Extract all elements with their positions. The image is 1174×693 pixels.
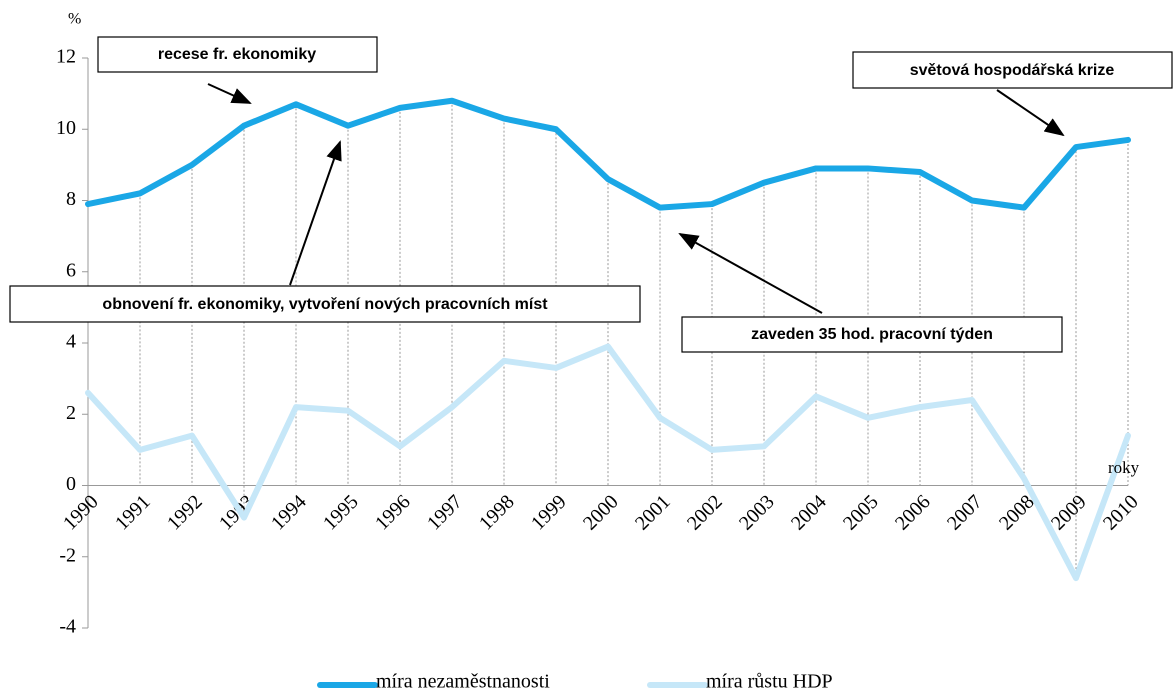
arrow bbox=[207, 83, 252, 104]
annotation-box bbox=[681, 316, 1063, 353]
legend-label: míra růstu HDP bbox=[706, 671, 833, 693]
x-tick-label: 1998 bbox=[475, 491, 519, 535]
y-tick-label: -4 bbox=[59, 616, 76, 638]
x-tick-label: 2001 bbox=[631, 491, 675, 535]
x-tick-label: 2005 bbox=[839, 491, 883, 535]
x-tick-label: 2000 bbox=[579, 491, 623, 535]
series-line bbox=[85, 97, 1131, 211]
x-tick-label: 1997 bbox=[423, 491, 467, 535]
x-tick-label: 1996 bbox=[371, 491, 415, 535]
annotation-box bbox=[97, 36, 378, 73]
annotation: obnovení fr. ekonomiky, vytvoření nových… bbox=[102, 296, 548, 313]
x-tick-label: 1999 bbox=[527, 491, 571, 535]
x-axis-label: roky bbox=[1108, 458, 1140, 477]
x-tick-label: 1995 bbox=[319, 491, 363, 535]
annotations: recese fr. ekonomiky obnovení fr. ekonom… bbox=[9, 36, 1173, 353]
x-tick-label: 1990 bbox=[59, 491, 103, 535]
y-tick-label: 8 bbox=[66, 188, 76, 210]
arrow bbox=[678, 233, 823, 314]
x-tick-label: 1994 bbox=[267, 491, 311, 535]
x-tick-label: 2007 bbox=[943, 491, 987, 535]
y-tick-label: 12 bbox=[56, 46, 76, 68]
y-tick-label: 10 bbox=[56, 117, 76, 139]
annotation-box bbox=[9, 285, 641, 323]
y-unit: % bbox=[68, 11, 81, 28]
arrow bbox=[289, 140, 342, 286]
x-tick-label: 2006 bbox=[891, 491, 935, 535]
x-tick-label: 2009 bbox=[1047, 491, 1091, 535]
arrow bbox=[996, 89, 1065, 137]
annotation-box bbox=[852, 51, 1173, 89]
annotation: zaveden 35 hod. pracovní týden bbox=[751, 326, 993, 343]
x-tick-label: 1991 bbox=[111, 491, 155, 535]
annotation: světová hospodářská krize bbox=[910, 62, 1115, 79]
series-line bbox=[85, 343, 1131, 582]
y-tick-label: 0 bbox=[66, 473, 76, 495]
x-tick-label: 1992 bbox=[163, 491, 207, 535]
x-tick-label: 2003 bbox=[735, 491, 779, 535]
x-tick-label: 2004 bbox=[787, 491, 831, 535]
y-tick-label: 6 bbox=[66, 259, 76, 281]
y-tick-label: -2 bbox=[59, 544, 76, 566]
y-tick-label: 2 bbox=[66, 402, 76, 424]
legend-label: míra nezaměstnanosti bbox=[376, 671, 550, 693]
annotation: recese fr. ekonomiky bbox=[158, 46, 316, 63]
x-tick-label: 2002 bbox=[683, 491, 727, 535]
y-tick-label: 4 bbox=[66, 331, 76, 353]
